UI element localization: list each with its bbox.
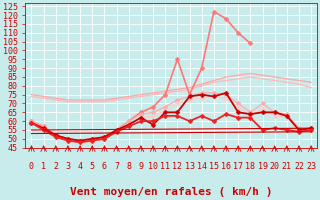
X-axis label: Vent moyen/en rafales ( km/h ): Vent moyen/en rafales ( km/h ) bbox=[70, 187, 273, 197]
